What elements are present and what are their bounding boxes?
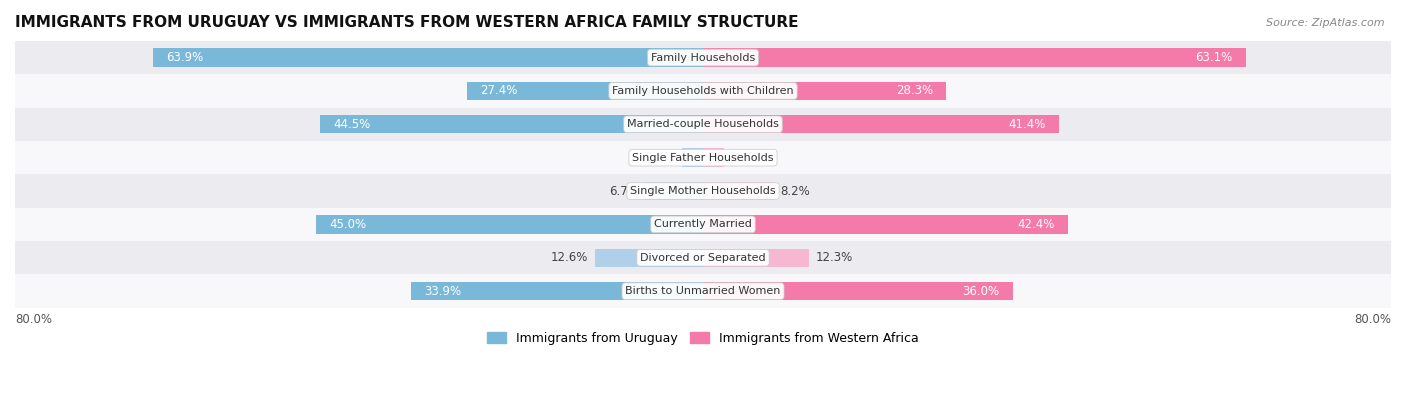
Bar	[703, 149, 724, 167]
Text: 63.9%: 63.9%	[166, 51, 204, 64]
Text: 36.0%: 36.0%	[963, 285, 1000, 297]
Text: 12.3%: 12.3%	[815, 251, 853, 264]
Bar	[15, 174, 1391, 208]
Text: 80.0%: 80.0%	[15, 313, 52, 326]
Text: 6.7%: 6.7%	[609, 184, 638, 198]
Bar	[703, 115, 1059, 134]
Text: 12.6%: 12.6%	[550, 251, 588, 264]
Bar	[682, 149, 703, 167]
Text: Family Households: Family Households	[651, 53, 755, 62]
Text: Single Father Households: Single Father Households	[633, 152, 773, 163]
Text: Married-couple Households: Married-couple Households	[627, 119, 779, 129]
Text: Family Households with Children: Family Households with Children	[612, 86, 794, 96]
Bar	[15, 208, 1391, 241]
Bar	[703, 82, 946, 100]
Text: Single Mother Households: Single Mother Households	[630, 186, 776, 196]
Text: 8.2%: 8.2%	[780, 184, 810, 198]
Bar	[153, 49, 703, 67]
Bar	[15, 107, 1391, 141]
Text: Divorced or Separated: Divorced or Separated	[640, 253, 766, 263]
Bar	[645, 182, 703, 200]
Bar	[703, 49, 1246, 67]
Text: 2.4%: 2.4%	[645, 151, 675, 164]
Bar	[595, 248, 703, 267]
Text: 41.4%: 41.4%	[1008, 118, 1046, 131]
Bar	[703, 282, 1012, 300]
Bar	[703, 248, 808, 267]
Bar	[703, 182, 773, 200]
Bar	[15, 241, 1391, 275]
Bar	[467, 82, 703, 100]
Bar	[703, 215, 1067, 233]
Text: 28.3%: 28.3%	[897, 85, 934, 98]
Bar	[321, 115, 703, 134]
Bar	[15, 41, 1391, 74]
Bar	[316, 215, 703, 233]
Text: 33.9%: 33.9%	[425, 285, 461, 297]
Text: 45.0%: 45.0%	[329, 218, 366, 231]
Text: 2.4%: 2.4%	[731, 151, 761, 164]
Bar	[412, 282, 703, 300]
Text: 42.4%: 42.4%	[1018, 218, 1054, 231]
Text: 80.0%: 80.0%	[1354, 313, 1391, 326]
Text: 27.4%: 27.4%	[481, 85, 517, 98]
Bar	[15, 275, 1391, 308]
Text: Source: ZipAtlas.com: Source: ZipAtlas.com	[1267, 18, 1385, 28]
Text: 63.1%: 63.1%	[1195, 51, 1233, 64]
Text: 44.5%: 44.5%	[333, 118, 370, 131]
Text: IMMIGRANTS FROM URUGUAY VS IMMIGRANTS FROM WESTERN AFRICA FAMILY STRUCTURE: IMMIGRANTS FROM URUGUAY VS IMMIGRANTS FR…	[15, 15, 799, 30]
Legend: Immigrants from Uruguay, Immigrants from Western Africa: Immigrants from Uruguay, Immigrants from…	[482, 327, 924, 350]
Bar	[15, 74, 1391, 107]
Text: Births to Unmarried Women: Births to Unmarried Women	[626, 286, 780, 296]
Bar	[15, 141, 1391, 174]
Text: Currently Married: Currently Married	[654, 219, 752, 229]
